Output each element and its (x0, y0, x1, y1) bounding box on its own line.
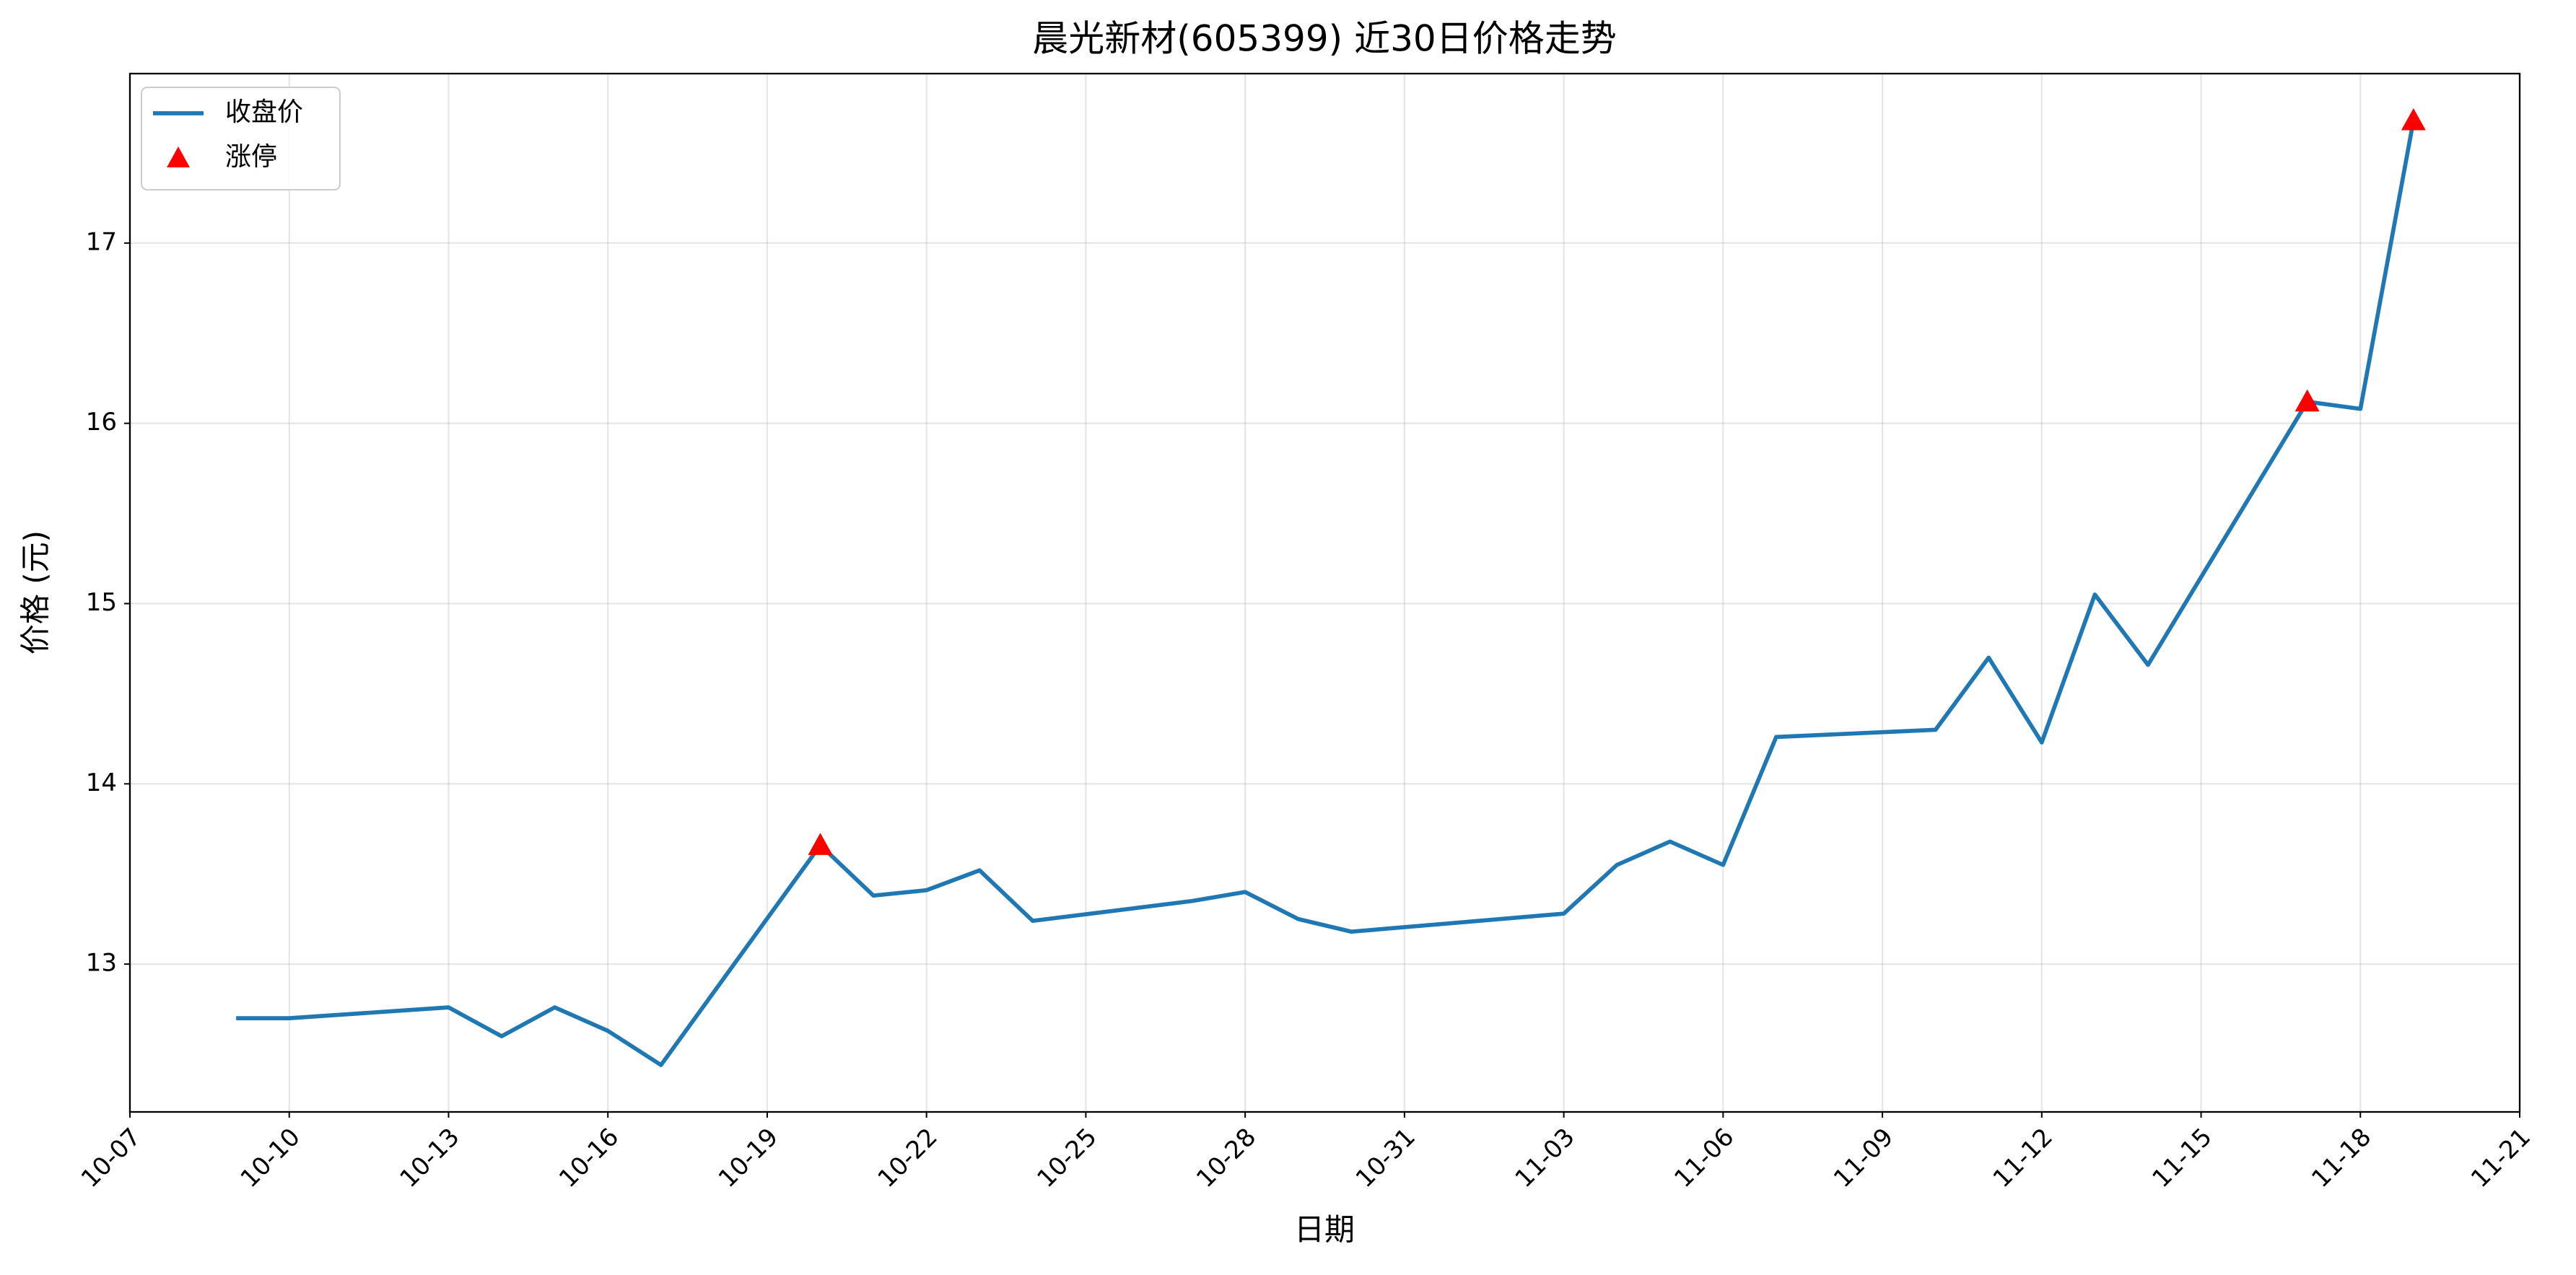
limit-up-marker (2401, 108, 2426, 131)
limit-up-marker (2295, 389, 2320, 412)
chart-title: 晨光新材(605399) 近30日价格走势 (1032, 18, 1616, 60)
limit-up-marker (808, 833, 833, 855)
y-axis-label: 价格 (元) (18, 530, 53, 654)
y-tick-label: 15 (86, 588, 117, 617)
y-tick-label: 17 (86, 227, 117, 256)
x-axis-label: 日期 (1294, 1212, 1355, 1248)
y-tick-label: 13 (86, 949, 117, 978)
y-tick-label: 14 (86, 768, 117, 797)
plot-frame (128, 72, 2521, 1113)
price-line (236, 120, 2416, 1067)
legend-label: 涨停 (225, 142, 277, 172)
y-tick-label: 16 (86, 408, 117, 437)
legend-label: 收盘价 (225, 97, 303, 127)
legend-marker (167, 146, 190, 167)
